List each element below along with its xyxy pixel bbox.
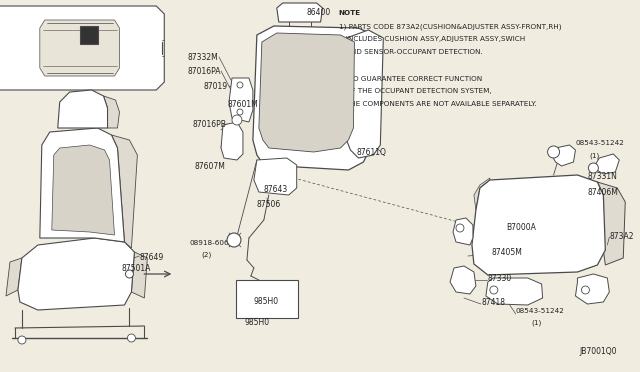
Text: NOTE: NOTE bbox=[339, 10, 360, 16]
Polygon shape bbox=[474, 178, 490, 210]
Text: 87406M: 87406M bbox=[588, 188, 618, 197]
Text: OF THE OCCUPANT DETECTION SYSTEM,: OF THE OCCUPANT DETECTION SYSTEM, bbox=[339, 88, 491, 94]
Text: 87611Q: 87611Q bbox=[356, 148, 387, 157]
Text: 87016PB: 87016PB bbox=[192, 120, 226, 129]
Polygon shape bbox=[131, 252, 147, 298]
Text: 08543-51242: 08543-51242 bbox=[516, 308, 564, 314]
Circle shape bbox=[237, 109, 243, 115]
Circle shape bbox=[490, 286, 498, 294]
Polygon shape bbox=[52, 145, 115, 235]
Polygon shape bbox=[575, 274, 609, 304]
Circle shape bbox=[548, 146, 559, 158]
Text: 08918-60610: 08918-60610 bbox=[189, 240, 238, 246]
Text: 87418: 87418 bbox=[482, 298, 506, 307]
Polygon shape bbox=[593, 154, 620, 174]
Text: INCLUDES CUSHION ASSY,ADJUSTER ASSY,SWICH: INCLUDES CUSHION ASSY,ADJUSTER ASSY,SWIC… bbox=[339, 36, 525, 42]
Text: AND SENSOR-OCCUPANT DETECTION.: AND SENSOR-OCCUPANT DETECTION. bbox=[339, 49, 483, 55]
Text: 87501A: 87501A bbox=[122, 264, 151, 273]
Text: 87620P: 87620P bbox=[292, 126, 321, 135]
Polygon shape bbox=[40, 128, 124, 242]
Polygon shape bbox=[229, 78, 253, 122]
Text: 87019: 87019 bbox=[203, 82, 227, 91]
Text: (1): (1) bbox=[589, 152, 600, 158]
Polygon shape bbox=[552, 145, 575, 166]
Text: 87603: 87603 bbox=[287, 94, 311, 103]
Polygon shape bbox=[104, 96, 120, 128]
Text: B7000A: B7000A bbox=[506, 223, 536, 232]
Circle shape bbox=[18, 336, 26, 344]
Polygon shape bbox=[221, 122, 243, 160]
Polygon shape bbox=[254, 158, 297, 195]
Polygon shape bbox=[6, 258, 22, 296]
Circle shape bbox=[237, 82, 243, 88]
FancyBboxPatch shape bbox=[236, 280, 298, 318]
Text: JB7001Q0: JB7001Q0 bbox=[580, 347, 618, 356]
Polygon shape bbox=[450, 266, 476, 294]
Text: 87607M: 87607M bbox=[194, 162, 225, 171]
Circle shape bbox=[588, 163, 598, 173]
Text: x: x bbox=[231, 237, 236, 246]
Text: 87506: 87506 bbox=[257, 200, 281, 209]
Text: 08543-51242: 08543-51242 bbox=[575, 140, 625, 146]
Text: (2): (2) bbox=[201, 252, 211, 259]
Text: 87643: 87643 bbox=[264, 185, 288, 194]
Text: 87602: 87602 bbox=[287, 108, 311, 117]
Polygon shape bbox=[253, 26, 373, 170]
Text: 87405M: 87405M bbox=[492, 248, 523, 257]
Circle shape bbox=[582, 286, 589, 294]
Polygon shape bbox=[597, 182, 625, 265]
Circle shape bbox=[227, 233, 241, 247]
Text: THE COMPONENTS ARE NOT AVAILABLE SEPARATELY.: THE COMPONENTS ARE NOT AVAILABLE SEPARAT… bbox=[339, 101, 536, 107]
Polygon shape bbox=[344, 30, 383, 158]
Polygon shape bbox=[486, 278, 543, 305]
Circle shape bbox=[232, 115, 242, 125]
Circle shape bbox=[125, 270, 133, 278]
Text: 87016PA: 87016PA bbox=[187, 67, 221, 76]
Text: 985H0: 985H0 bbox=[245, 318, 270, 327]
Text: 87649: 87649 bbox=[140, 253, 164, 262]
Polygon shape bbox=[40, 20, 120, 76]
Text: 985H0: 985H0 bbox=[253, 298, 278, 307]
Polygon shape bbox=[276, 3, 323, 22]
Polygon shape bbox=[58, 90, 108, 128]
Polygon shape bbox=[0, 6, 164, 90]
Polygon shape bbox=[472, 175, 605, 275]
Text: 87331N: 87331N bbox=[588, 172, 618, 181]
Text: 2) TO GUARANTEE CORRECT FUNCTION: 2) TO GUARANTEE CORRECT FUNCTION bbox=[339, 75, 482, 81]
Polygon shape bbox=[259, 33, 355, 152]
Text: 87601M: 87601M bbox=[227, 100, 258, 109]
Text: 873A2: 873A2 bbox=[609, 232, 634, 241]
Text: 87332M: 87332M bbox=[187, 53, 218, 62]
Text: 87330: 87330 bbox=[488, 274, 512, 283]
Circle shape bbox=[456, 224, 464, 232]
Text: 1) PARTS CODE 873A2(CUSHION&ADJUSTER ASSY-FRONT,RH): 1) PARTS CODE 873A2(CUSHION&ADJUSTER ASS… bbox=[339, 23, 561, 29]
FancyBboxPatch shape bbox=[79, 26, 97, 44]
Polygon shape bbox=[453, 218, 473, 245]
Circle shape bbox=[127, 334, 136, 342]
Polygon shape bbox=[111, 135, 138, 248]
Text: 86400: 86400 bbox=[307, 8, 331, 17]
Polygon shape bbox=[18, 238, 134, 310]
Text: (1): (1) bbox=[532, 320, 542, 327]
